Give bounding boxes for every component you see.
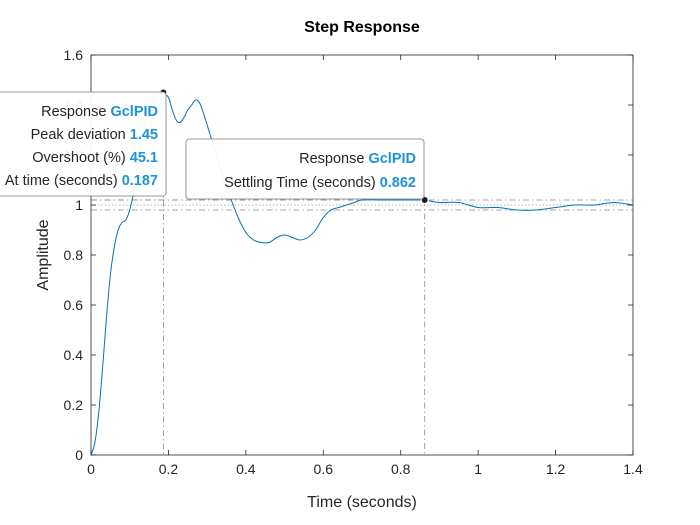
x-tick-label: 0.4 — [236, 461, 256, 477]
y-tick-label: 1 — [75, 197, 83, 213]
y-tick-label: 0.8 — [64, 247, 84, 263]
x-axis-label: Time (seconds) — [307, 494, 417, 511]
datatip-label: Peak deviation — [31, 127, 130, 143]
datatip-value: GclPID — [368, 151, 416, 167]
x-tick-label: 1.4 — [623, 461, 643, 477]
x-tick-label: 0 — [87, 461, 95, 477]
plot-area — [91, 55, 633, 455]
x-tick-label: 1 — [474, 461, 482, 477]
chart-title: Step Response — [304, 19, 420, 36]
y-axis-label: Amplitude — [35, 219, 52, 290]
y-tick-label: 0.6 — [64, 297, 84, 313]
datatip-line: Response GclPID — [299, 151, 416, 167]
datatip-label: At time (seconds) — [5, 173, 122, 189]
datatip-value: 45.1 — [130, 150, 158, 166]
datatip-value: 1.45 — [130, 127, 158, 143]
y-tick-label: 1.6 — [64, 47, 84, 63]
datatip-value: 0.862 — [380, 175, 416, 191]
datatip-label: Response — [41, 104, 110, 120]
datatip-value: GclPID — [110, 104, 158, 120]
datatip-value: 0.187 — [122, 173, 158, 189]
datatip-label: Settling Time (seconds) — [224, 175, 380, 191]
datatip-line: Settling Time (seconds) 0.862 — [224, 175, 416, 191]
x-tick-label: 1.2 — [546, 461, 566, 477]
datatip-line: At time (seconds) 0.187 — [5, 173, 158, 189]
x-ticks: 0 0.2 0.4 0.6 0.8 1 1.2 1.4 — [87, 55, 643, 477]
datatip-line: Peak deviation 1.45 — [31, 127, 158, 143]
datatip-line: Overshoot (%) 45.1 — [32, 150, 158, 166]
x-tick-label: 0.8 — [391, 461, 411, 477]
x-tick-label: 0.6 — [314, 461, 334, 477]
y-tick-label: 0.4 — [64, 347, 84, 363]
datatip-label: Overshoot (%) — [32, 150, 130, 166]
x-tick-label: 0.2 — [159, 461, 179, 477]
datatip-box — [0, 91, 167, 197]
datatip-label: Response — [299, 151, 368, 167]
datatip-line: Response GclPID — [41, 104, 158, 120]
y-tick-label: 0 — [75, 447, 83, 463]
datatip-box — [185, 138, 425, 200]
y-tick-label: 0.2 — [64, 397, 84, 413]
datatip-1[interactable]: Response GclPID Settling Time (seconds) 0… — [185, 138, 425, 200]
